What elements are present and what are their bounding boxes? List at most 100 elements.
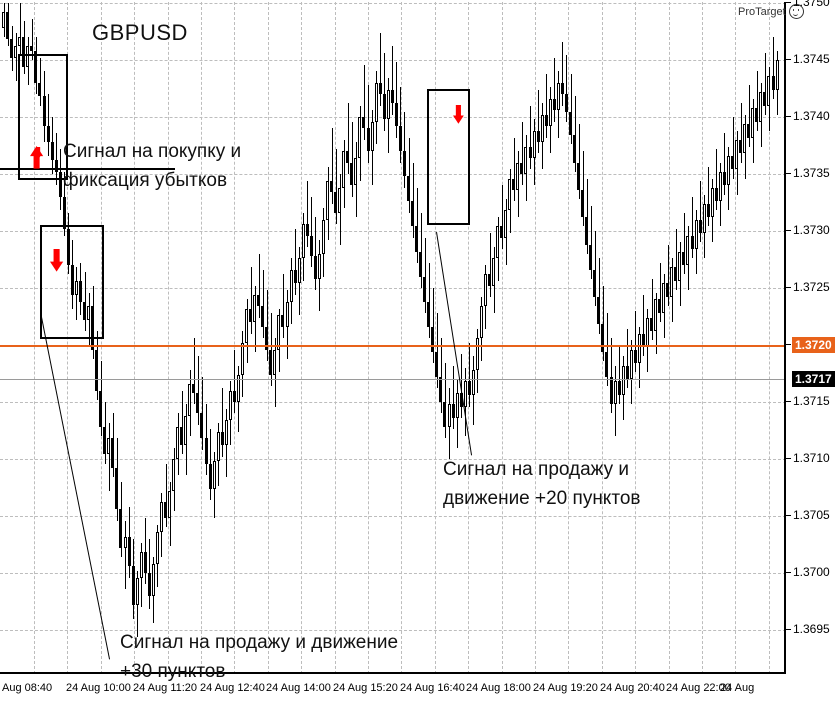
candle-wick xyxy=(432,288,434,364)
price-tick-label: 1.3725 xyxy=(793,280,830,294)
smiley-icon xyxy=(788,4,804,19)
candle-bearish xyxy=(402,151,406,177)
sell-signal-arrow-icon xyxy=(34,146,43,160)
candle-bearish xyxy=(46,126,50,143)
candle-wick xyxy=(392,46,394,115)
candle-wick xyxy=(700,180,702,243)
candle-wick xyxy=(250,267,252,334)
candle-wick xyxy=(424,237,426,314)
candle-bearish xyxy=(431,326,435,352)
annotation-sell-plus-30: Сигнал на продажу и движение +30 пунктов xyxy=(120,628,398,687)
candle-wick xyxy=(19,3,21,55)
candle-bullish xyxy=(386,89,390,120)
candle-bearish xyxy=(435,351,439,377)
candle-bearish xyxy=(698,219,702,234)
candle-bearish xyxy=(196,392,200,414)
annotation-sell-plus-20: Сигнал на продажу и движение +20 пунктов xyxy=(443,455,641,514)
candle-bullish xyxy=(645,317,649,348)
price-tick-label: 1.3695 xyxy=(793,622,830,636)
candle-bullish xyxy=(447,404,451,428)
gridline-vertical xyxy=(735,2,736,674)
candle-bearish xyxy=(313,256,317,279)
candle-bearish xyxy=(415,226,419,252)
gridline-vertical xyxy=(401,2,402,674)
candle-bullish xyxy=(702,203,706,234)
candle-bullish xyxy=(159,502,163,532)
candle-bearish xyxy=(265,326,269,350)
candle-wick xyxy=(716,148,718,211)
annotation-line: +30 пунктов xyxy=(120,661,226,683)
candle-bullish xyxy=(74,281,78,295)
candle-bullish xyxy=(532,130,536,159)
candle-bullish xyxy=(139,552,143,578)
candle-bearish xyxy=(755,107,759,122)
candle-bullish xyxy=(155,531,159,564)
candle-wick xyxy=(363,64,365,140)
annotation-line: фиксация убытков xyxy=(63,170,228,192)
candle-wick xyxy=(748,85,750,147)
candle-bearish xyxy=(78,281,82,302)
candle-bullish xyxy=(492,258,496,286)
price-axis[interactable]: 1.3750 1.3745 1.3740 1.3735 1.3730 1.3725 1.37… xyxy=(786,0,837,709)
candle-wick xyxy=(234,349,236,414)
candle-bearish xyxy=(459,392,463,407)
candle-bearish xyxy=(589,244,593,270)
candle-bearish xyxy=(58,171,62,197)
candle-wick xyxy=(307,180,309,247)
candle-bearish xyxy=(208,463,212,489)
candle-bullish xyxy=(172,459,176,491)
candle-wick xyxy=(262,269,264,339)
gridline-horizontal xyxy=(0,630,786,631)
candle-wick xyxy=(594,231,596,307)
price-tick-label: 1.3735 xyxy=(793,166,830,180)
plot-area[interactable] xyxy=(0,2,786,674)
gridline-vertical xyxy=(468,2,469,674)
candle-bearish xyxy=(127,536,131,567)
candle-wick xyxy=(335,148,337,225)
current-price-badge: 1.3717 xyxy=(792,371,835,388)
current-price-line xyxy=(0,379,786,381)
candle-wick xyxy=(384,53,386,131)
gridline-vertical xyxy=(335,2,336,674)
candle-bearish xyxy=(50,142,54,161)
candle-wick xyxy=(400,87,402,163)
candle-wick xyxy=(181,390,183,455)
candle-wick xyxy=(635,310,637,373)
price-tick: 1.3715 xyxy=(786,394,830,408)
candle-wick xyxy=(562,41,564,106)
candle-bullish xyxy=(297,258,301,284)
candle-wick xyxy=(145,518,147,585)
candle-bearish xyxy=(674,267,678,282)
candle-bullish xyxy=(289,269,293,302)
gridline-vertical xyxy=(669,2,670,674)
candle-bearish xyxy=(34,50,38,83)
gridline-vertical xyxy=(435,2,436,674)
candle-bullish xyxy=(726,155,730,186)
candle-bullish xyxy=(556,82,560,111)
candle-bullish xyxy=(374,82,378,122)
candle-bullish xyxy=(735,139,739,170)
price-level-badge: 1.3720 xyxy=(792,337,835,353)
candle-wick xyxy=(84,272,86,332)
candle-bearish xyxy=(147,573,151,596)
time-axis: Aug 08:40 24 Aug 10:00 24 Aug 11:20 24 Aug … xyxy=(0,676,786,709)
candle-bearish xyxy=(411,201,415,227)
candle-bearish xyxy=(763,91,767,106)
candle-bearish xyxy=(6,12,10,40)
candle-bullish xyxy=(354,158,358,186)
candle-bearish xyxy=(54,160,58,172)
candle-bullish xyxy=(751,107,755,138)
candle-bullish xyxy=(358,117,362,159)
candle-bearish xyxy=(439,376,443,402)
candle-bearish xyxy=(131,566,135,605)
candle-bearish xyxy=(70,265,74,295)
candle-wick xyxy=(222,388,224,457)
candle-bullish xyxy=(184,415,188,446)
candle-wick xyxy=(570,73,572,145)
time-tick-label: 24 Aug 18:00 xyxy=(466,682,531,694)
watermark-label: ProTarget xyxy=(738,5,786,18)
candle-bullish xyxy=(637,333,641,364)
time-tick-label: 24 Aug 12:40 xyxy=(200,682,265,694)
time-tick-label: 24 Aug 10:00 xyxy=(66,682,131,694)
candle-bullish xyxy=(548,98,552,127)
